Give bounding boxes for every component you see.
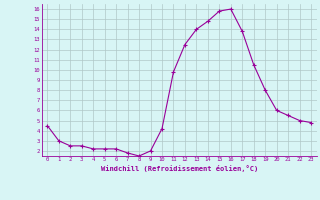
X-axis label: Windchill (Refroidissement éolien,°C): Windchill (Refroidissement éolien,°C) <box>100 165 258 172</box>
